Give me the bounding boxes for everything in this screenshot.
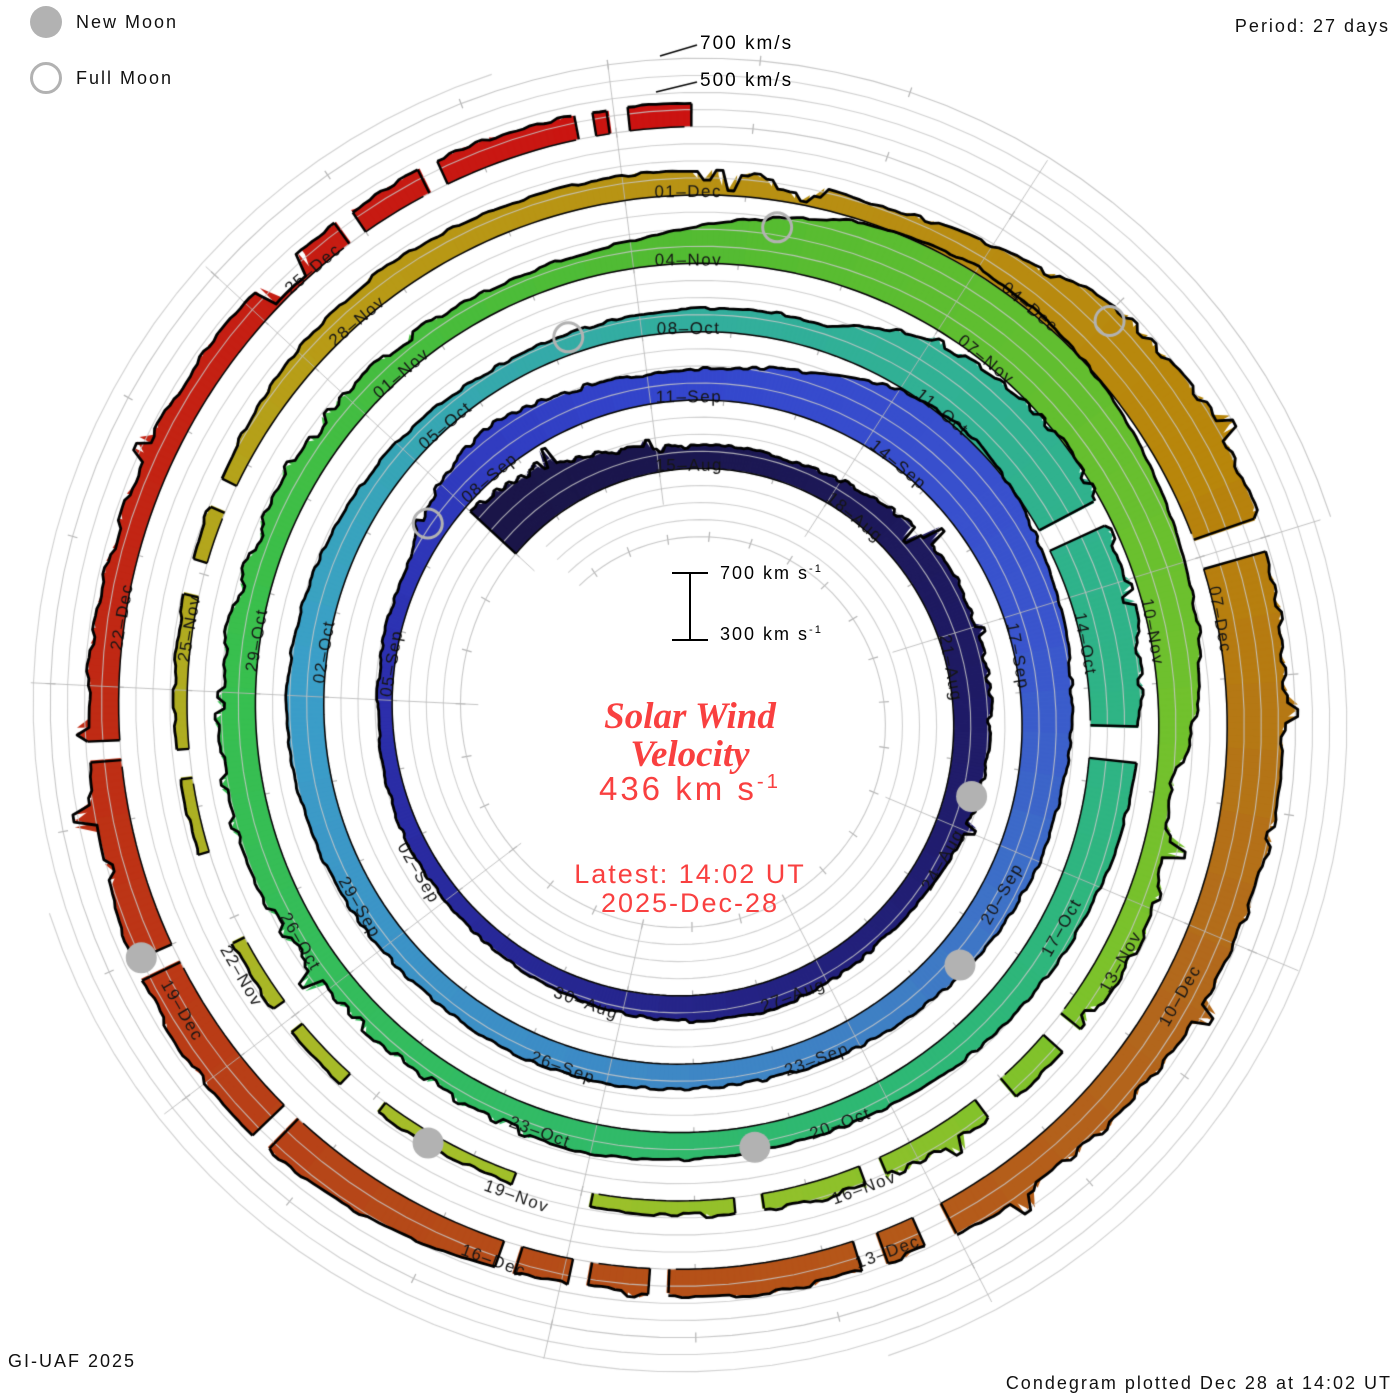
full-moon-label: Full Moon bbox=[76, 67, 174, 88]
new-moon-icon bbox=[30, 6, 62, 38]
legend-full-moon: Full Moon bbox=[30, 62, 173, 94]
axis-label-700: 700 km/s bbox=[700, 33, 794, 54]
credit-label: GI-UAF 2025 bbox=[8, 1351, 137, 1371]
full-moon-icon bbox=[30, 62, 62, 94]
legend-new-moon: New Moon bbox=[30, 6, 178, 38]
new-moon-label: New Moon bbox=[76, 11, 179, 32]
axis-label-500: 500 km/s bbox=[700, 70, 794, 91]
plotted-timestamp: Condegram plotted Dec 28 at 14:02 UT bbox=[1005, 1373, 1392, 1393]
period-label: Period: 27 days bbox=[1234, 16, 1390, 36]
